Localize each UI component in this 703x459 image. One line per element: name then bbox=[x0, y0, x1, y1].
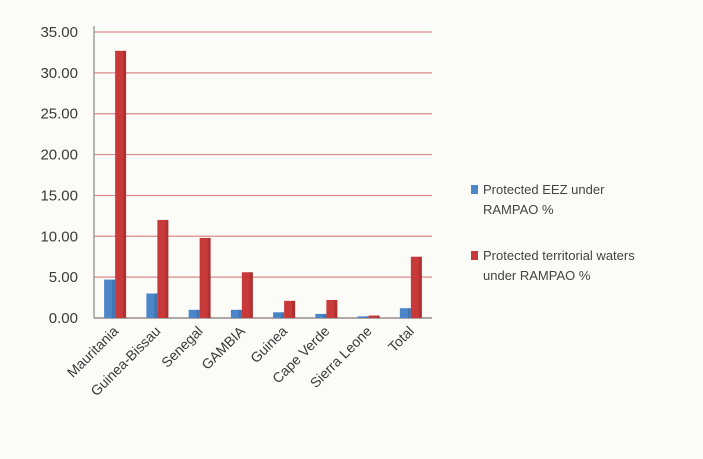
bar-territorial-senegal bbox=[199, 237, 211, 318]
bar-eez-guinea bbox=[273, 312, 285, 318]
bar-territorial-gambia bbox=[241, 272, 253, 318]
y-tick-label: 30.00 bbox=[40, 65, 78, 82]
bar-shade bbox=[323, 313, 327, 318]
x-tick-label: Senegal bbox=[158, 323, 206, 371]
bar-territorial-total bbox=[410, 256, 422, 318]
y-tick-label: 25.00 bbox=[40, 106, 78, 123]
legend-label: Protected EEZ under RAMPAO % bbox=[483, 182, 605, 217]
bar-shade bbox=[154, 293, 158, 318]
bar-eez-sierra-leone bbox=[357, 316, 369, 318]
bar-shade bbox=[281, 312, 285, 318]
legend-swatch bbox=[471, 251, 478, 260]
y-tick-labels: 0.00 5.00 10.00 15.00 20.00 25.00 30.00 35.00 bbox=[40, 24, 78, 327]
bar-shade bbox=[196, 309, 200, 318]
bar-shade bbox=[407, 308, 411, 318]
bar-eez-total bbox=[399, 308, 411, 318]
y-tick-label: 0.00 bbox=[49, 310, 78, 327]
bar-shade bbox=[249, 272, 253, 318]
y-tick-label: 5.00 bbox=[49, 269, 78, 286]
bar-shade bbox=[112, 279, 116, 318]
bar-shade bbox=[207, 237, 211, 318]
y-tick-label: 20.00 bbox=[40, 147, 78, 164]
y-tick-label: 35.00 bbox=[40, 24, 78, 41]
bar-territorial-mauritania bbox=[115, 50, 127, 319]
bar-eez-guinea-bissau bbox=[146, 293, 158, 318]
x-tick-label: Total bbox=[385, 323, 417, 355]
y-tick-label: 15.00 bbox=[40, 187, 78, 204]
bars bbox=[104, 50, 422, 319]
legend-label: Protected territorial waters under RAMPAO… bbox=[483, 248, 635, 283]
bar-eez-senegal bbox=[188, 309, 200, 318]
legend-swatch bbox=[471, 185, 478, 194]
axes bbox=[93, 26, 432, 319]
y-tick-label: 10.00 bbox=[40, 228, 78, 245]
bar-shade bbox=[238, 309, 242, 318]
bar-shade bbox=[365, 316, 369, 318]
bar-shade bbox=[334, 300, 338, 318]
legend: Protected EEZ under RAMPAO % Protected ter… bbox=[471, 182, 635, 283]
bar-eez-cape-verde bbox=[315, 313, 327, 318]
bar-territorial-sierra-leone bbox=[368, 315, 380, 318]
bar-territorial-guinea-bissau bbox=[157, 219, 169, 318]
gridlines bbox=[94, 31, 432, 319]
bar-shade bbox=[292, 300, 296, 318]
bar-shade bbox=[376, 315, 380, 318]
bar-shade bbox=[165, 219, 169, 318]
bar-eez-mauritania bbox=[104, 279, 116, 318]
bar-territorial-cape-verde bbox=[326, 300, 338, 318]
bar-shade bbox=[123, 50, 127, 319]
bar-territorial-guinea bbox=[284, 300, 296, 318]
x-tick-label: GAMBIA bbox=[198, 322, 248, 372]
bar-shade bbox=[418, 256, 422, 318]
bar-eez-gambia bbox=[230, 309, 242, 318]
